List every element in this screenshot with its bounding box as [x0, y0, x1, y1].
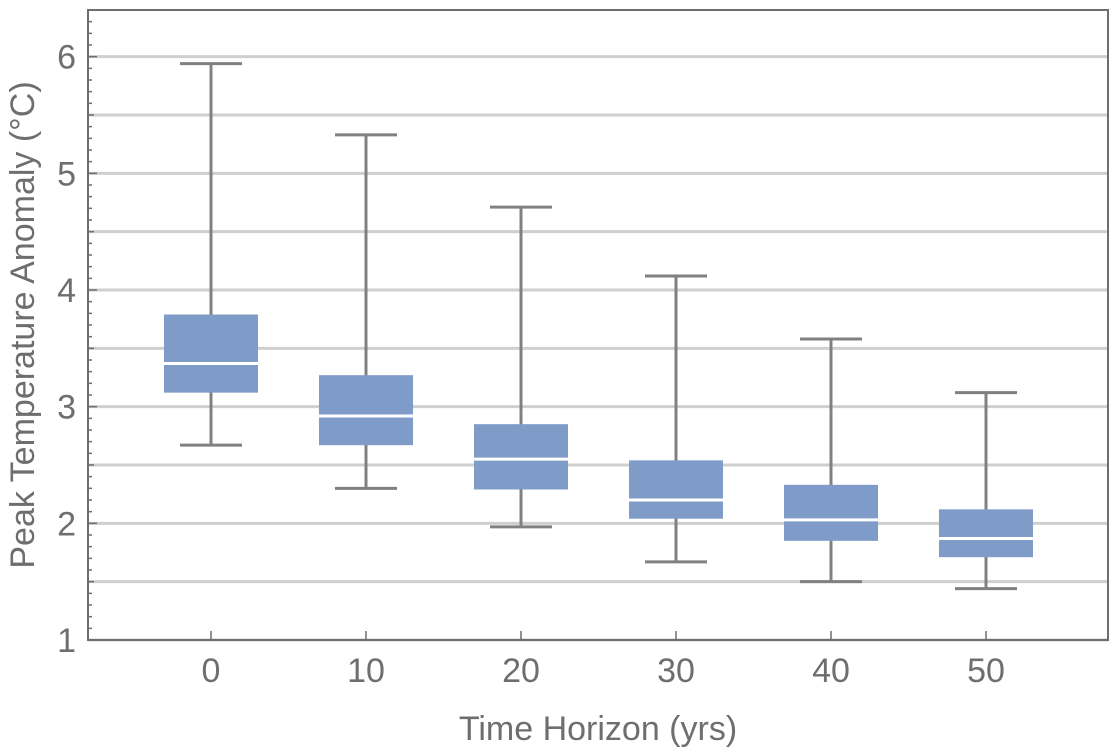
x-tick-label: 50 — [967, 652, 1005, 690]
y-tick-label: 1 — [57, 622, 76, 660]
y-axis-ticks: 1 2 3 4 5 6 — [57, 9, 97, 660]
x-tick-label: 30 — [657, 652, 695, 690]
box-plot-10 — [319, 133, 413, 490]
y-tick-label: 4 — [57, 272, 76, 310]
box-series — [164, 62, 1033, 591]
iqr-box — [784, 484, 878, 541]
iqr-box — [319, 375, 413, 446]
x-axis-title: Time Horizon (yrs) — [459, 710, 737, 748]
x-tick-label: 0 — [202, 652, 221, 690]
iqr-box — [629, 460, 723, 519]
iqr-box — [164, 314, 258, 393]
x-tick-label: 20 — [502, 652, 540, 690]
box-plot-40 — [784, 337, 878, 584]
box-plot-20 — [474, 205, 568, 529]
x-axis-ticks: 0 10 20 30 40 50 — [202, 631, 1005, 690]
y-tick-label: 5 — [57, 155, 76, 193]
x-tick-label: 40 — [812, 652, 850, 690]
x-tick-label: 10 — [347, 652, 385, 690]
y-tick-label: 2 — [57, 505, 76, 543]
box-plot-30 — [629, 274, 723, 564]
y-tick-label: 3 — [57, 389, 76, 427]
iqr-box — [939, 509, 1033, 558]
iqr-box — [474, 424, 568, 490]
box-plot-50 — [939, 391, 1033, 591]
y-axis-title: Peak Temperature Anomaly (°C) — [4, 81, 42, 568]
y-tick-label: 6 — [57, 39, 76, 77]
box-plot-0 — [164, 62, 258, 447]
